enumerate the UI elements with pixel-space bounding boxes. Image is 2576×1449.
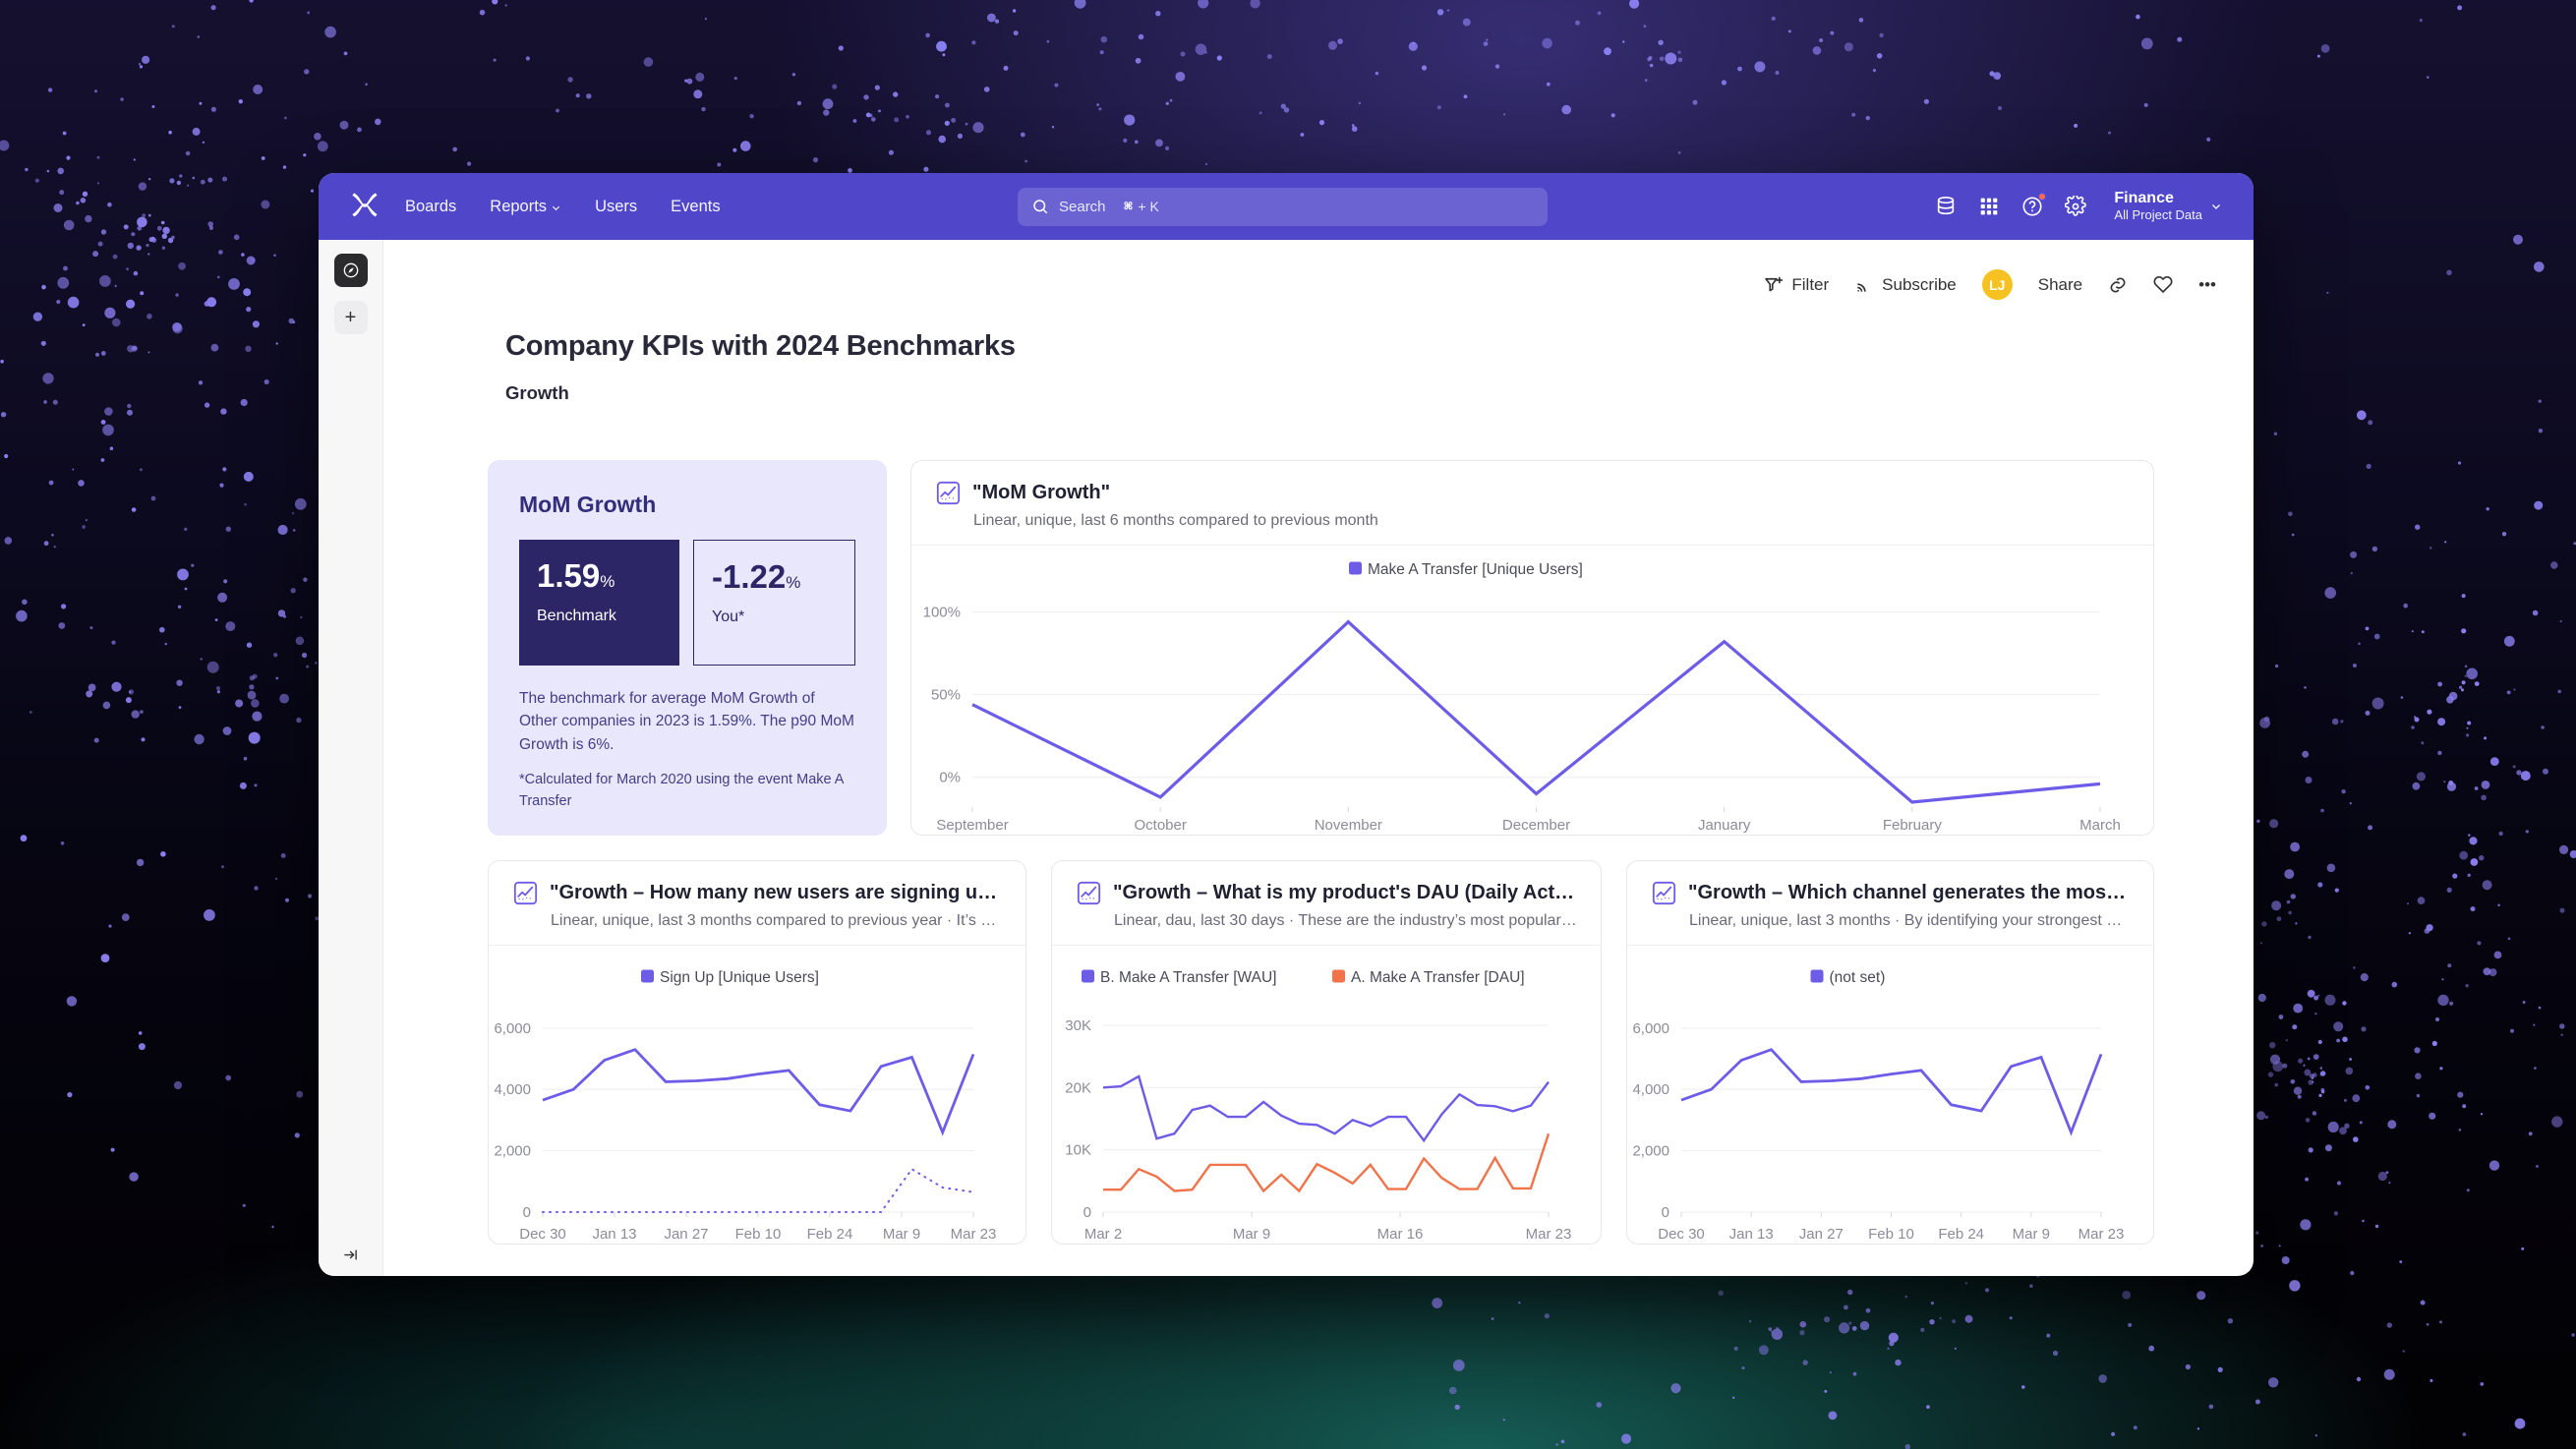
svg-text:Mar 9: Mar 9: [2013, 1226, 2050, 1243]
svg-text:September: September: [936, 817, 1008, 834]
svg-text:Jan 27: Jan 27: [664, 1226, 708, 1243]
svg-text:2,000: 2,000: [494, 1143, 531, 1160]
svg-text:Dec 30: Dec 30: [519, 1226, 566, 1243]
svg-text:Mar 2: Mar 2: [1084, 1226, 1122, 1243]
svg-text:4,000: 4,000: [1632, 1081, 1669, 1098]
svg-text:October: October: [1134, 817, 1186, 834]
svg-text:B. Make A Transfer [WAU]: B. Make A Transfer [WAU]: [1100, 969, 1276, 986]
svg-text:20K: 20K: [1065, 1079, 1091, 1096]
svg-text:Sign Up [Unique Users]: Sign Up [Unique Users]: [660, 969, 819, 986]
svg-text:November: November: [1315, 817, 1382, 834]
svg-text:Jan 13: Jan 13: [592, 1226, 636, 1243]
svg-text:Feb 10: Feb 10: [735, 1226, 782, 1243]
svg-text:Mar 16: Mar 16: [1377, 1226, 1424, 1243]
svg-text:10K: 10K: [1065, 1142, 1091, 1159]
svg-text:0%: 0%: [939, 770, 961, 786]
svg-text:March: March: [2079, 817, 2121, 834]
svg-text:6,000: 6,000: [1632, 1020, 1669, 1037]
svg-text:6,000: 6,000: [494, 1020, 531, 1037]
svg-text:December: December: [1502, 817, 1570, 834]
svg-text:Mar 9: Mar 9: [1233, 1226, 1270, 1243]
svg-text:Mar 23: Mar 23: [951, 1226, 997, 1243]
svg-text:100%: 100%: [923, 604, 961, 620]
svg-text:4,000: 4,000: [494, 1081, 531, 1098]
svg-text:January: January: [1698, 817, 1751, 834]
svg-text:February: February: [1883, 817, 1943, 834]
svg-text:30K: 30K: [1065, 1017, 1091, 1034]
svg-text:(not set): (not set): [1830, 969, 1886, 986]
svg-text:0: 0: [1083, 1204, 1091, 1221]
svg-text:50%: 50%: [931, 687, 961, 704]
svg-text:2,000: 2,000: [1632, 1143, 1669, 1160]
svg-text:Jan 27: Jan 27: [1799, 1226, 1844, 1243]
svg-text:Mar 9: Mar 9: [883, 1226, 920, 1243]
svg-text:0: 0: [523, 1204, 531, 1221]
svg-text:0: 0: [1662, 1204, 1669, 1221]
svg-text:Dec 30: Dec 30: [1658, 1226, 1705, 1243]
svg-text:Jan 13: Jan 13: [1729, 1226, 1774, 1243]
svg-text:Feb 10: Feb 10: [1868, 1226, 1914, 1243]
svg-text:A. Make A Transfer [DAU]: A. Make A Transfer [DAU]: [1351, 969, 1525, 986]
svg-text:Feb 24: Feb 24: [1938, 1226, 1984, 1243]
svg-text:Make A Transfer [Unique Users]: Make A Transfer [Unique Users]: [1368, 561, 1583, 578]
svg-text:Feb 24: Feb 24: [807, 1226, 853, 1243]
svg-text:Mar 23: Mar 23: [2078, 1226, 2125, 1243]
svg-text:Mar 23: Mar 23: [1526, 1226, 1572, 1243]
